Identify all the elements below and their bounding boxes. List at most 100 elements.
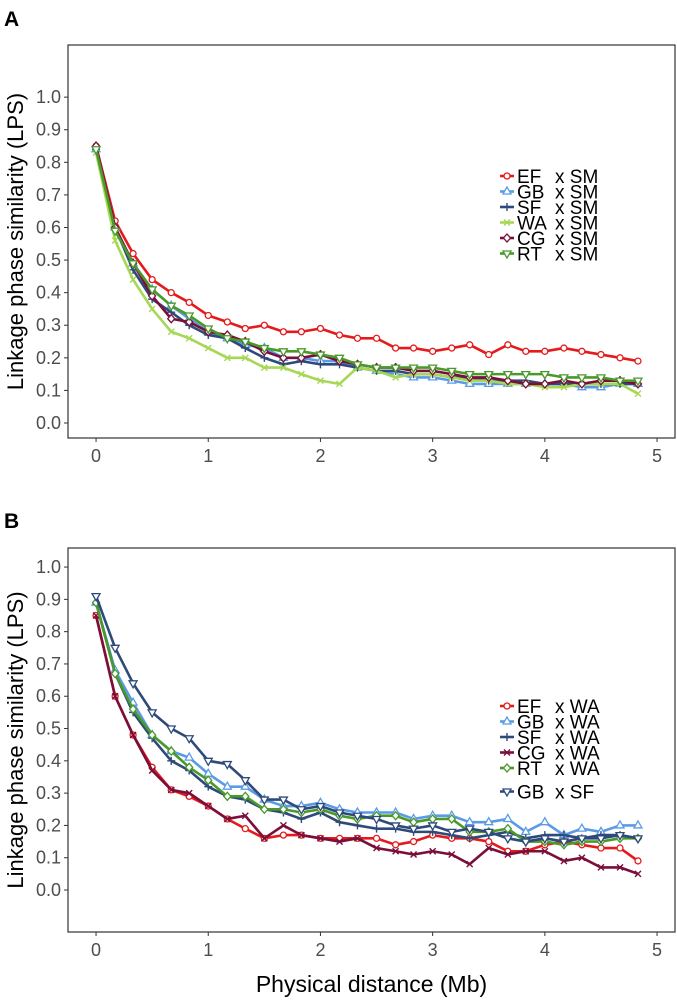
legend-cross: x SM	[555, 229, 598, 250]
data-point	[521, 378, 531, 389]
data-point	[597, 350, 605, 359]
legend-cross: x SM	[555, 167, 598, 188]
x-tick-label: 0	[91, 446, 101, 466]
legend-key-marker	[501, 250, 513, 260]
data-point	[296, 348, 307, 358]
data-point	[560, 857, 568, 865]
legend-key-marker	[502, 763, 512, 773]
legend-cross: x WA	[555, 697, 600, 718]
legend-label: GB	[517, 183, 544, 204]
data-point	[166, 313, 176, 324]
data-point	[111, 692, 119, 700]
data-point	[315, 802, 326, 812]
data-point	[502, 813, 513, 823]
data-point	[520, 838, 531, 848]
y-tick-label: 0.7	[36, 654, 61, 674]
legend-item: GB x SF	[500, 783, 594, 804]
legend-item: RT x WA	[500, 759, 600, 780]
data-point	[392, 373, 400, 381]
legend-cross: x SM	[555, 214, 598, 235]
y-tick-label: 0.2	[36, 348, 61, 368]
data-point	[632, 835, 644, 845]
data-point	[316, 377, 324, 385]
data-point	[634, 870, 642, 878]
data-point	[203, 757, 214, 767]
y-tick-label: 0.5	[36, 719, 61, 739]
data-point	[391, 810, 400, 821]
data-point	[522, 847, 530, 855]
legend-key-marker	[503, 172, 511, 180]
y-tick-label: 0.7	[36, 185, 61, 205]
series-line	[94, 152, 639, 395]
data-point	[632, 819, 644, 829]
legend-label: CG	[517, 229, 546, 250]
data-point	[336, 380, 344, 388]
data-point	[279, 804, 288, 815]
data-point	[316, 360, 325, 369]
data-point	[446, 367, 457, 377]
data-point	[222, 780, 233, 790]
data-point	[336, 838, 344, 846]
data-point	[241, 354, 249, 362]
data-point	[446, 828, 457, 838]
data-point	[502, 835, 513, 845]
data-point	[483, 370, 494, 380]
data-point	[185, 334, 193, 342]
data-point	[110, 668, 120, 679]
data-point	[204, 802, 212, 810]
data-point	[147, 709, 158, 719]
data-point	[184, 312, 195, 322]
data-point	[184, 762, 194, 773]
legend-key-marker	[503, 219, 511, 226]
y-tick-label: 0.6	[36, 217, 61, 237]
data-point	[560, 344, 568, 352]
data-point	[147, 290, 157, 301]
data-point	[148, 767, 156, 775]
data-point	[260, 364, 268, 372]
legend-cross: x SM	[555, 198, 598, 219]
data-point	[558, 374, 570, 384]
legend-label: EF	[517, 167, 541, 188]
series-gb-xsf	[90, 592, 644, 848]
data-point	[279, 328, 288, 336]
legend-cross: x WA	[555, 713, 600, 734]
data-point	[392, 847, 400, 855]
legend-label: GB	[517, 713, 544, 734]
y-tick-label: 0.9	[36, 120, 61, 140]
data-point	[540, 378, 550, 389]
x-tick-label: 1	[203, 940, 213, 960]
data-point	[576, 374, 587, 384]
data-point	[223, 318, 231, 326]
legend-label: CG	[517, 744, 546, 765]
data-point	[352, 361, 363, 371]
data-point	[222, 791, 232, 802]
data-point	[241, 812, 249, 820]
data-point	[614, 819, 626, 829]
data-point	[371, 364, 382, 374]
legend-item: SF x SM	[500, 198, 598, 219]
data-point	[296, 806, 307, 816]
data-point	[560, 383, 568, 391]
panel-A: A 0.0 0.1 0.2 0.3 0.4 0.5 0.6 0.7 0.8 0.9 1.0 0 1 2 3 4 5…	[3, 8, 676, 466]
data-point	[184, 317, 194, 327]
series-rt-xsm	[90, 146, 644, 387]
data-point	[448, 344, 456, 352]
data-point	[595, 835, 607, 845]
y-tick-label: 1.0	[36, 87, 61, 107]
data-point	[504, 341, 512, 349]
y-tick-label: 0.8	[36, 622, 61, 642]
data-point	[279, 831, 288, 839]
data-point	[428, 347, 437, 355]
data-point	[316, 834, 324, 842]
data-point	[409, 837, 418, 846]
data-point	[427, 822, 438, 832]
data-point	[559, 831, 568, 840]
data-point	[466, 341, 474, 349]
data-point	[541, 347, 549, 355]
data-point	[558, 838, 570, 848]
legend-key-marker	[501, 788, 513, 798]
data-point	[539, 370, 550, 380]
data-point	[353, 334, 362, 342]
y-tick-label: 0.4	[36, 751, 61, 771]
x-tick-label: 2	[315, 446, 325, 466]
